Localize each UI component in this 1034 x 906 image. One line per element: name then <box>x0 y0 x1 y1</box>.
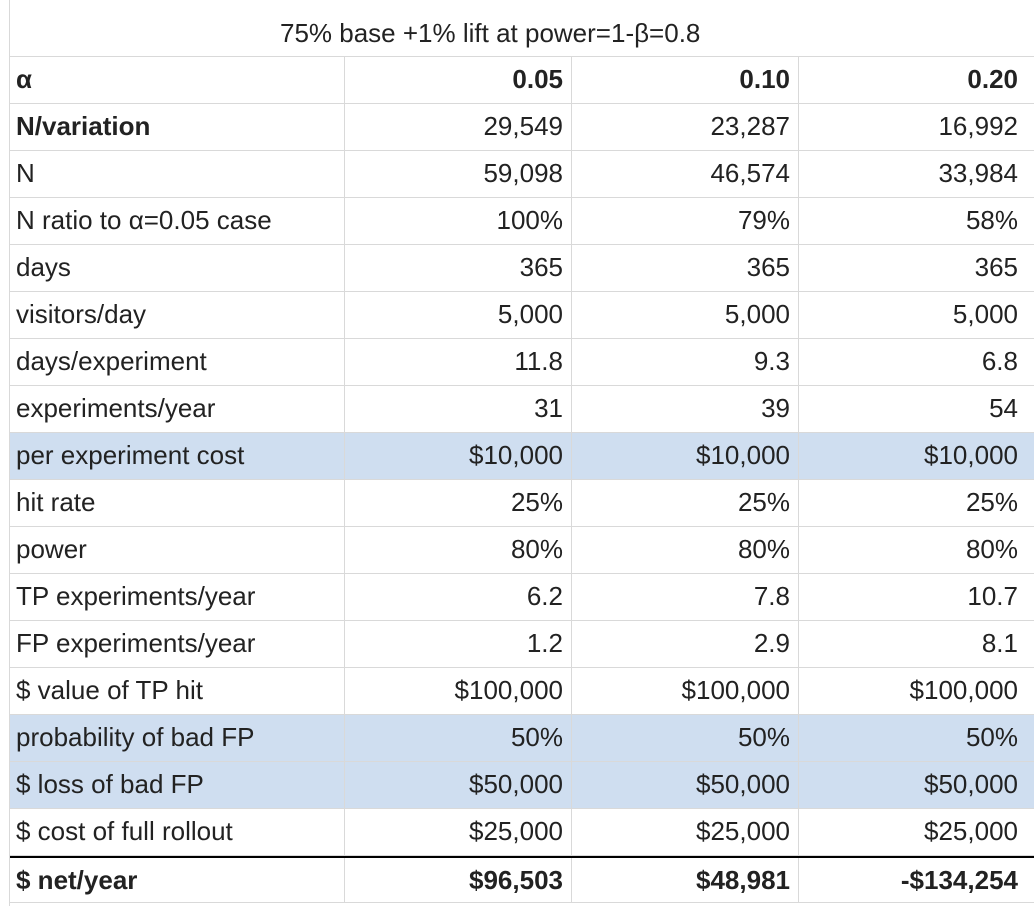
cell-col3[interactable]: $25,000 <box>924 816 1018 846</box>
row-label[interactable]: $ value of TP hit <box>10 668 345 714</box>
cell-col1[interactable]: 80% <box>345 527 572 573</box>
table-row-per-experiment-cost: per experiment cost $10,000 $10,000 $10,… <box>10 433 1034 480</box>
cell-col3[interactable]: 80% <box>965 534 1018 564</box>
cell-col3[interactable]: 8.1 <box>981 628 1018 658</box>
cell-col2[interactable]: 23,287 <box>572 104 799 150</box>
row-label[interactable]: $ net/year <box>10 858 345 902</box>
cell-col1[interactable]: 50% <box>345 715 572 761</box>
cell-col1[interactable]: 25% <box>345 480 572 526</box>
row-label[interactable]: N <box>10 151 345 197</box>
cell-col1[interactable]: $96,503 <box>345 858 572 902</box>
table-row-cost-full-rollout: $ cost of full rollout $25,000 $25,000 $… <box>10 809 1034 856</box>
row-label[interactable]: $ loss of bad FP <box>10 762 345 808</box>
row-label[interactable]: FP experiments/year <box>10 621 345 667</box>
row-label[interactable]: days/experiment <box>10 339 345 385</box>
table-row-value-tp-hit: $ value of TP hit $100,000 $100,000 $100… <box>10 668 1034 715</box>
cell-col2[interactable]: 46,574 <box>572 151 799 197</box>
cell-col3[interactable]: 365 <box>974 252 1018 282</box>
row-label[interactable]: per experiment cost <box>10 433 345 479</box>
cell-col1[interactable]: 6.2 <box>345 574 572 620</box>
cell-col3[interactable]: 5,000 <box>952 299 1018 329</box>
title-row: 75% base +1% lift at power=1-β=0.8 <box>10 10 1034 57</box>
cell-col3[interactable]: $50,000 <box>924 769 1018 799</box>
cell-col3[interactable]: 10.7 <box>967 581 1018 611</box>
cell-col2[interactable]: 7.8 <box>572 574 799 620</box>
row-label[interactable]: N ratio to α=0.05 case <box>10 198 345 244</box>
table-row-n-variation: N/variation 29,549 23,287 16,992 <box>10 104 1034 151</box>
row-label[interactable]: hit rate <box>10 480 345 526</box>
table-row-power: power 80% 80% 80% <box>10 527 1034 574</box>
cell-col3[interactable]: 25% <box>965 487 1018 517</box>
cell-col3[interactable]: 54 <box>989 393 1018 423</box>
cell-col2[interactable]: 50% <box>572 715 799 761</box>
cell-col1[interactable]: 11.8 <box>345 339 572 385</box>
cell-col3[interactable]: 16,992 <box>938 111 1018 141</box>
cell-col2[interactable]: 80% <box>572 527 799 573</box>
cell-col3[interactable]: 50% <box>965 722 1018 752</box>
cell-col3[interactable]: 0.20 <box>967 64 1018 94</box>
row-label[interactable]: visitors/day <box>10 292 345 338</box>
cell-col1[interactable]: $100,000 <box>345 668 572 714</box>
table-row-visitors-day: visitors/day 5,000 5,000 5,000 <box>10 292 1034 339</box>
cell-col2[interactable]: $48,981 <box>572 858 799 902</box>
cell-col2[interactable]: $25,000 <box>572 809 799 855</box>
cell-col3[interactable]: $10,000 <box>924 440 1018 470</box>
table-row-n: N 59,098 46,574 33,984 <box>10 151 1034 198</box>
cell-col3[interactable]: 6.8 <box>981 346 1018 376</box>
row-label[interactable]: power <box>10 527 345 573</box>
cell-col1[interactable]: 0.05 <box>345 57 572 103</box>
cell-col2[interactable]: $100,000 <box>572 668 799 714</box>
cell-col1[interactable]: 29,549 <box>345 104 572 150</box>
table-title[interactable]: 75% base +1% lift at power=1-β=0.8 <box>280 18 701 48</box>
cell-col1[interactable]: 365 <box>345 245 572 291</box>
row-label[interactable]: experiments/year <box>10 386 345 432</box>
cell-col1[interactable]: 31 <box>345 386 572 432</box>
cell-col2[interactable]: 0.10 <box>572 57 799 103</box>
cell-col1[interactable]: 59,098 <box>345 151 572 197</box>
cell-col2[interactable]: 79% <box>572 198 799 244</box>
table-row-fp-experiments: FP experiments/year 1.2 2.9 8.1 <box>10 621 1034 668</box>
cell-col2[interactable]: 25% <box>572 480 799 526</box>
row-label[interactable]: $ cost of full rollout <box>10 809 345 855</box>
table-row-tp-experiments: TP experiments/year 6.2 7.8 10.7 <box>10 574 1034 621</box>
table-row-n-ratio: N ratio to α=0.05 case 100% 79% 58% <box>10 198 1034 245</box>
row-label[interactable]: days <box>10 245 345 291</box>
row-label[interactable]: α <box>10 57 345 103</box>
cell-col1[interactable]: $10,000 <box>345 433 572 479</box>
cell-col2[interactable]: 39 <box>572 386 799 432</box>
row-label[interactable]: N/variation <box>10 104 345 150</box>
cell-col1[interactable]: 5,000 <box>345 292 572 338</box>
spreadsheet-grid: 75% base +1% lift at power=1-β=0.8 α 0.0… <box>10 10 1034 903</box>
cell-col3[interactable]: 58% <box>965 205 1018 235</box>
cell-col2[interactable]: 5,000 <box>572 292 799 338</box>
table-row-experiments-year: experiments/year 31 39 54 <box>10 386 1034 433</box>
cell-col3[interactable]: $100,000 <box>909 675 1018 705</box>
cell-col1[interactable]: 100% <box>345 198 572 244</box>
cell-col2[interactable]: 9.3 <box>572 339 799 385</box>
sheet-left-border <box>9 0 10 906</box>
table-row-hit-rate: hit rate 25% 25% 25% <box>10 480 1034 527</box>
cell-col3[interactable]: -$134,254 <box>900 865 1018 895</box>
cell-col2[interactable]: $50,000 <box>572 762 799 808</box>
cell-col1[interactable]: $50,000 <box>345 762 572 808</box>
table-row-loss-bad-fp: $ loss of bad FP $50,000 $50,000 $50,000 <box>10 762 1034 809</box>
cell-col3[interactable]: 33,984 <box>938 158 1018 188</box>
cell-col1[interactable]: $25,000 <box>345 809 572 855</box>
table-row-alpha: α 0.05 0.10 0.20 <box>10 57 1034 104</box>
table-row-net-year: $ net/year $96,503 $48,981 -$134,254 <box>10 856 1034 903</box>
cell-col1[interactable]: 1.2 <box>345 621 572 667</box>
cell-col2[interactable]: $10,000 <box>572 433 799 479</box>
row-label[interactable]: TP experiments/year <box>10 574 345 620</box>
row-label[interactable]: probability of bad FP <box>10 715 345 761</box>
table-row-days-experiment: days/experiment 11.8 9.3 6.8 <box>10 339 1034 386</box>
cell-col2[interactable]: 365 <box>572 245 799 291</box>
cell-col2[interactable]: 2.9 <box>572 621 799 667</box>
table-row-probability-bad-fp: probability of bad FP 50% 50% 50% <box>10 715 1034 762</box>
table-row-days: days 365 365 365 <box>10 245 1034 292</box>
